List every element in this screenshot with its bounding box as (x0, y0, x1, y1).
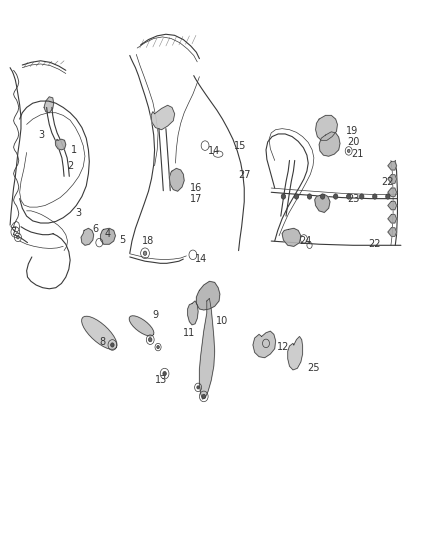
Polygon shape (388, 188, 396, 197)
Text: 16: 16 (190, 183, 202, 193)
Text: 21: 21 (351, 149, 364, 159)
Text: 12: 12 (277, 342, 290, 352)
Text: 15: 15 (234, 141, 246, 151)
Polygon shape (388, 215, 396, 223)
Polygon shape (187, 301, 198, 325)
Text: 14: 14 (194, 254, 207, 263)
Circle shape (197, 386, 199, 389)
Polygon shape (319, 132, 340, 156)
Polygon shape (81, 316, 117, 349)
Text: 25: 25 (307, 364, 320, 373)
Text: 20: 20 (347, 137, 359, 147)
Text: 6: 6 (92, 224, 98, 235)
Text: 9: 9 (153, 310, 159, 320)
Polygon shape (388, 161, 396, 170)
Polygon shape (388, 228, 396, 236)
Circle shape (202, 394, 205, 399)
Polygon shape (253, 331, 276, 358)
Polygon shape (288, 336, 303, 370)
Text: 19: 19 (346, 126, 358, 136)
Circle shape (346, 194, 351, 199)
Text: 4: 4 (105, 229, 111, 239)
Polygon shape (196, 281, 220, 310)
Polygon shape (316, 115, 337, 140)
Circle shape (281, 194, 286, 199)
Circle shape (321, 194, 325, 199)
Circle shape (111, 343, 114, 347)
Text: 1: 1 (71, 145, 78, 155)
Circle shape (386, 194, 390, 199)
Text: 2: 2 (67, 161, 73, 171)
Text: 8: 8 (99, 337, 106, 347)
Circle shape (157, 345, 159, 349)
Text: 10: 10 (216, 316, 229, 326)
Circle shape (373, 194, 377, 199)
Circle shape (333, 194, 338, 199)
Text: 23: 23 (347, 193, 359, 204)
Circle shape (294, 194, 299, 199)
Text: 7: 7 (11, 227, 17, 237)
Polygon shape (81, 228, 94, 245)
Circle shape (307, 194, 312, 199)
Polygon shape (388, 175, 396, 183)
Polygon shape (315, 195, 330, 213)
Text: 11: 11 (183, 328, 195, 338)
Polygon shape (282, 228, 301, 246)
Text: 27: 27 (238, 171, 251, 180)
Circle shape (163, 372, 166, 376)
Text: 22: 22 (381, 176, 394, 187)
Text: 18: 18 (142, 236, 155, 246)
Text: 22: 22 (368, 239, 381, 249)
Circle shape (143, 251, 147, 255)
Text: 14: 14 (208, 146, 220, 156)
Polygon shape (55, 139, 66, 150)
Polygon shape (388, 201, 396, 210)
Text: 3: 3 (76, 208, 82, 219)
Polygon shape (44, 97, 53, 113)
Polygon shape (170, 168, 184, 191)
Circle shape (360, 194, 364, 199)
Text: 13: 13 (155, 375, 168, 385)
Polygon shape (199, 298, 215, 399)
Polygon shape (101, 228, 116, 244)
Polygon shape (129, 316, 154, 336)
Text: 24: 24 (299, 236, 311, 246)
Text: 3: 3 (39, 130, 45, 140)
Polygon shape (151, 106, 175, 130)
Circle shape (148, 337, 152, 342)
Text: 5: 5 (119, 235, 126, 245)
Circle shape (347, 149, 350, 152)
Circle shape (17, 236, 19, 239)
Text: 17: 17 (190, 193, 202, 204)
